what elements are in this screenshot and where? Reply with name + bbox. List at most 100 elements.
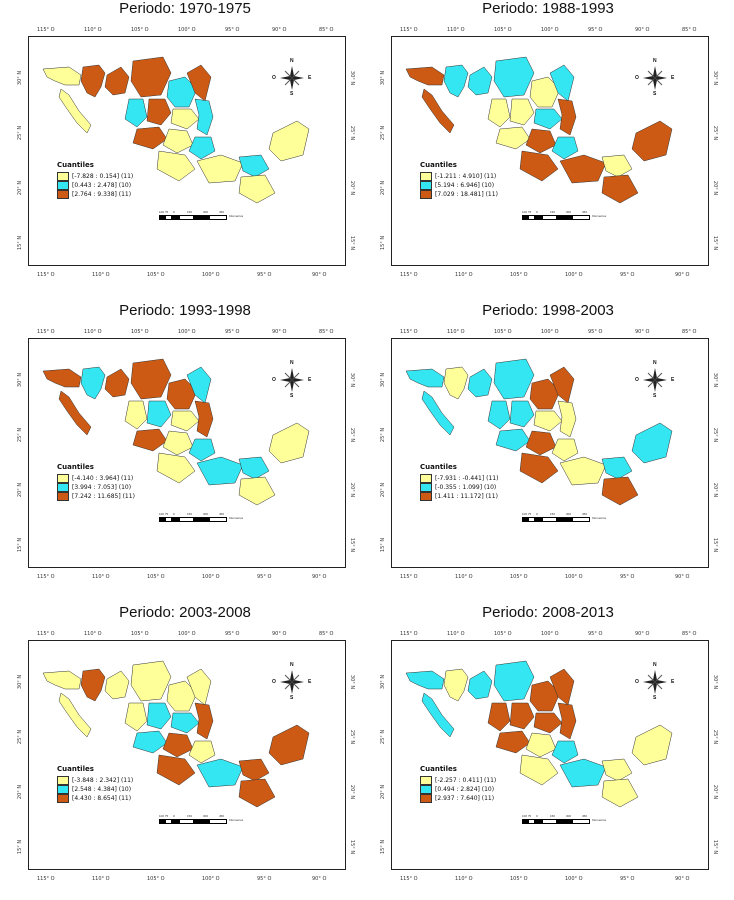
state-region <box>557 400 577 438</box>
axis-tick-label: 25° N <box>380 427 387 443</box>
state-region <box>493 358 535 400</box>
axis-tick-label: 115° O <box>37 272 55 278</box>
scale-label: 0 <box>173 814 175 818</box>
state-region <box>421 390 455 436</box>
panel-title: Periodo: 2008-2013 <box>482 604 614 621</box>
state-region <box>130 56 172 98</box>
panel-title: Periodo: 1988-1993 <box>482 0 614 17</box>
state-region <box>443 366 469 400</box>
state-region <box>188 438 216 462</box>
map-frame: N S E O Cuantiles [-1.211 : 4.910] (11) … <box>391 36 709 266</box>
mexico-map <box>42 56 310 204</box>
axis-tick-label: 100° O <box>541 631 559 637</box>
axis-tick-label: 95° O <box>588 631 603 637</box>
state-region <box>601 778 639 808</box>
scale-label: 0 <box>536 512 538 516</box>
axis-tick-label: 25° N <box>349 427 356 443</box>
axis-tick-label: 110° O <box>84 27 102 33</box>
scale-label: 450 <box>219 512 225 516</box>
state-region <box>194 98 214 136</box>
map-panel-6: Periodo: 2008-2013 N S E O <box>370 604 726 900</box>
axis-tick-label: 110° O <box>447 329 465 335</box>
state-region <box>495 730 531 754</box>
state-region <box>467 66 493 96</box>
state-region <box>156 150 196 182</box>
state-region <box>58 390 92 436</box>
legend-title: Cuantiles <box>420 765 457 773</box>
axis-tick-label: 115° O <box>400 574 418 580</box>
state-region <box>533 410 563 432</box>
axis-tick-label: 30° N <box>380 674 387 690</box>
state-region <box>519 754 559 786</box>
axis-tick-label: 115° O <box>37 574 55 580</box>
state-region <box>529 378 561 410</box>
axis-tick-label: 85° O <box>682 27 697 33</box>
scale-bar: 100 75 0 150 300 450 Kilometros <box>159 814 249 831</box>
axis-tick-label: 115° O <box>400 27 418 33</box>
axis-tick-label: 110° O <box>455 574 473 580</box>
scale-label: 0 <box>536 814 538 818</box>
axis-tick-label: 105° O <box>131 631 149 637</box>
axis-tick-label: 100° O <box>178 27 196 33</box>
axis-tick-label: 105° O <box>131 329 149 335</box>
map-frame: N S E O Cuantiles [-7.828 : 0.154] (11) … <box>28 36 346 266</box>
state-region <box>194 702 214 740</box>
scale-label: 150 <box>187 512 193 516</box>
state-region <box>493 660 535 702</box>
axis-tick-label: 20° N <box>17 482 24 498</box>
axis-tick-label: 20° N <box>17 180 24 196</box>
state-region <box>42 368 82 388</box>
axis-tick-label: 20° N <box>349 180 356 196</box>
state-region <box>529 680 561 712</box>
map-panel-1: Periodo: 1970-1975 N S E O <box>7 0 363 296</box>
legend-item-low: [-7.931 : -0.441] (11) <box>420 473 498 483</box>
state-region <box>495 126 531 150</box>
scale-unit: Kilometros <box>229 214 244 218</box>
axis-tick-label: 110° O <box>84 631 102 637</box>
axis-tick-label: 15° N <box>712 537 719 553</box>
axis-tick-label: 100° O <box>202 574 220 580</box>
scale-label: 300 <box>566 814 572 818</box>
state-region <box>631 724 673 766</box>
north-arrow-icon: N S E O <box>272 58 312 97</box>
axis-tick-label: 95° O <box>225 329 240 335</box>
state-region <box>186 64 212 102</box>
axis-tick-label: 95° O <box>620 272 635 278</box>
axis-tick-label: 15° N <box>349 839 356 855</box>
axis-tick-label: 25° N <box>17 125 24 141</box>
mexico-map <box>42 358 310 506</box>
state-region <box>196 154 244 184</box>
axis-tick-label: 25° N <box>712 427 719 443</box>
state-region <box>42 670 82 690</box>
state-region <box>130 660 172 702</box>
axis-tick-label: 25° N <box>17 427 24 443</box>
north-arrow-icon: N S E O <box>635 662 675 701</box>
state-region <box>170 108 200 130</box>
axis-tick-label: 100° O <box>178 631 196 637</box>
state-region <box>104 66 130 96</box>
legend-item-mid: [3.994 : 7.053] (10) <box>57 482 135 492</box>
legend-item-mid: [0.443 : 2.478] (10) <box>57 180 133 190</box>
state-region <box>124 98 148 128</box>
state-region <box>80 366 106 400</box>
axis-tick-label: 30° N <box>349 70 356 86</box>
axis-tick-label: 115° O <box>400 272 418 278</box>
axis-tick-label: 25° N <box>712 729 719 745</box>
state-region <box>162 128 194 154</box>
legend-item-low: [-3.848 : 2.342] (11) <box>57 775 133 785</box>
state-region <box>421 692 455 738</box>
axis-tick-label: 115° O <box>37 329 55 335</box>
north-arrow-icon: N S E O <box>635 58 675 97</box>
scale-bar: 100 75 0 150 300 450 Kilometros <box>522 512 612 529</box>
north-arrow-icon: N S E O <box>272 662 312 701</box>
axis-tick-label: 100° O <box>202 272 220 278</box>
state-region <box>533 108 563 130</box>
axis-tick-label: 115° O <box>37 876 55 882</box>
scale-label: 450 <box>582 210 588 214</box>
axis-tick-label: 15° N <box>380 839 387 855</box>
state-region <box>559 758 607 788</box>
state-region <box>146 98 172 126</box>
state-region <box>124 400 148 430</box>
axis-tick-label: 20° N <box>380 482 387 498</box>
state-region <box>405 368 445 388</box>
